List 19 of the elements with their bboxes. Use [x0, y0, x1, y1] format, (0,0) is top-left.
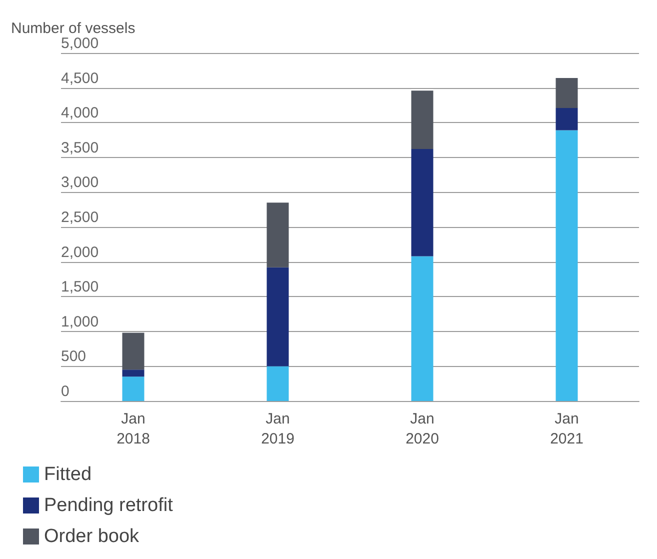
y-tick-label: 3,000 [61, 174, 99, 192]
x-tick-label: Jan 2020 [406, 410, 439, 448]
y-tick-label: 1,500 [61, 278, 99, 296]
y-tick-label: 500 [61, 348, 86, 366]
y-tick-label: 4,000 [61, 104, 99, 122]
y-tick-label: 4,500 [61, 70, 99, 87]
y-tick-label: 5,000 [61, 35, 99, 52]
y-tick-label: 1,000 [61, 313, 99, 330]
y-tick-label: 2,500 [61, 209, 99, 226]
y-tick-label: 2,000 [61, 244, 99, 261]
y-axis-title: Number of vessels [11, 20, 136, 38]
legend-label: Order book [44, 526, 140, 547]
x-tick-label: Jan 2019 [261, 410, 294, 448]
legend-label: Fitted [44, 464, 92, 485]
y-tick-label: 0 [61, 383, 70, 400]
x-tick-label: Jan 2018 [116, 410, 150, 448]
y-tick-label: 3,500 [61, 139, 99, 156]
x-tick-label: Jan 2021 [550, 410, 584, 448]
legend-label: Pending retrofit [44, 495, 174, 516]
